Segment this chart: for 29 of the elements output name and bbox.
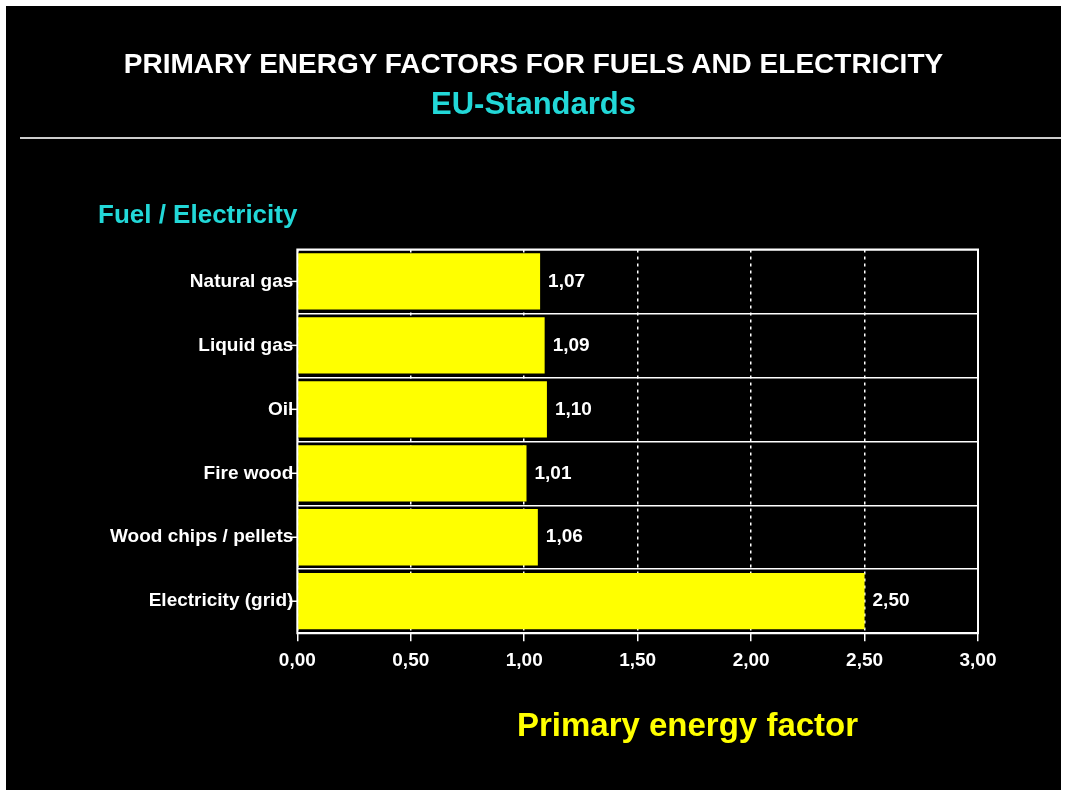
y-tick-label: Wood chips / pellets — [110, 525, 294, 547]
bar — [298, 509, 538, 566]
bar — [298, 445, 527, 502]
y-tick-label: Fire wood — [203, 461, 294, 483]
y-tick-label: Oil — [268, 397, 294, 419]
data-label: 1,10 — [554, 397, 592, 419]
y-tick-label: Natural gas — [189, 269, 294, 291]
x-tick-label: 1,00 — [505, 648, 543, 670]
data-label: 1,06 — [545, 525, 583, 547]
bar — [298, 317, 545, 374]
x-tick-label: 0,00 — [278, 648, 316, 670]
bar — [298, 253, 541, 310]
data-label: 1,01 — [534, 461, 572, 483]
y-tick-label: Electricity (grid) — [148, 589, 294, 611]
y-axis-title: Fuel / Electricity — [98, 199, 298, 230]
chart-title: PRIMARY ENERGY FACTORS FOR FUELS AND ELECTRICITY — [122, 48, 945, 80]
y-tick-label: Liquid gas — [198, 333, 294, 355]
x-tick-label: 2,50 — [846, 648, 884, 670]
x-tick-label: 3,00 — [959, 648, 997, 670]
bar — [298, 381, 547, 438]
x-axis-title: Primary energy factor — [515, 706, 860, 744]
bar — [298, 573, 865, 630]
data-label: 1,07 — [548, 269, 586, 291]
x-tick-label: 0,50 — [392, 648, 430, 670]
data-label: 2,50 — [872, 589, 910, 611]
x-tick-label: 2,00 — [732, 648, 770, 670]
chart-subtitle: EU-Standards — [430, 86, 637, 122]
x-tick-label: 1,50 — [619, 648, 657, 670]
data-label: 1,09 — [552, 333, 590, 355]
